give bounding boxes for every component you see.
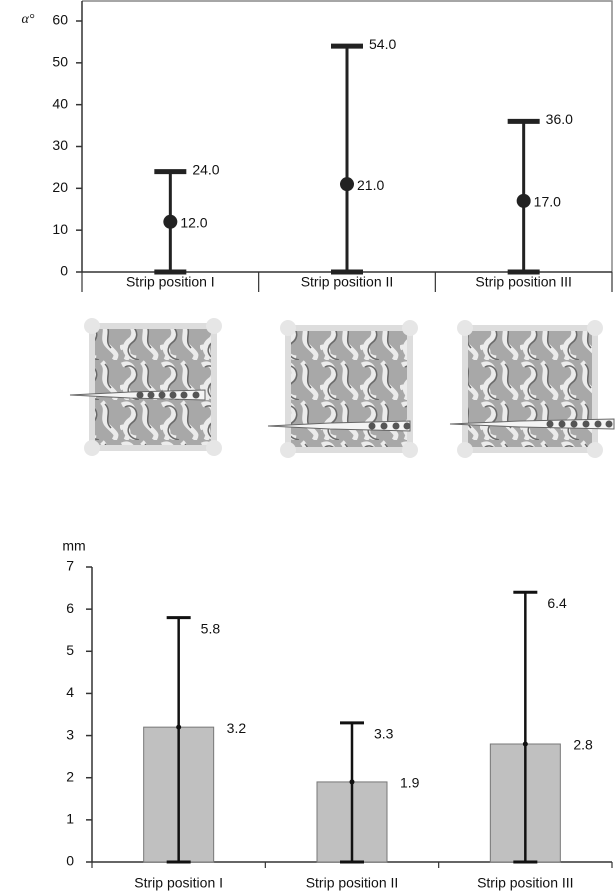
value-label: 21.0 (357, 177, 384, 193)
y-tick-label: 4 (66, 684, 74, 700)
mean-dot (340, 177, 354, 191)
value-label: 3.2 (227, 720, 247, 736)
mean-dot (523, 742, 528, 747)
y-tick-label: 2 (66, 768, 74, 784)
value-label: 1.9 (400, 775, 420, 791)
y-tick-label: 40 (52, 95, 68, 111)
brain-image (70, 318, 222, 456)
x-tick-label: Strip position I (126, 274, 215, 290)
y-tick-label: 20 (52, 179, 68, 195)
x-tick-label: Strip position II (306, 875, 399, 891)
brain-image (450, 320, 614, 458)
y-tick-label: 50 (52, 54, 68, 70)
x-tick-label: Strip position III (477, 875, 574, 891)
mean-dot (350, 779, 355, 784)
upper-label: 24.0 (192, 161, 219, 177)
brain-image (268, 320, 418, 458)
value-label: 12.0 (180, 215, 207, 231)
y-tick-label: 1 (66, 811, 74, 827)
mean-dot (163, 215, 177, 229)
y-tick-label: 0 (66, 853, 74, 869)
figure: α°0102030405060Strip position I24.012.0S… (0, 0, 616, 895)
mean-dot (517, 194, 531, 208)
upper-label: 6.4 (547, 595, 567, 611)
x-tick-label: Strip position III (475, 274, 572, 290)
y-tick-label: 10 (52, 221, 68, 237)
upper-label: 54.0 (369, 36, 396, 52)
y-tick-label: 30 (52, 137, 68, 153)
mean-dot (176, 725, 181, 730)
upper-label: 3.3 (374, 726, 394, 742)
y-tick-label: 3 (66, 726, 74, 742)
y-tick-label: 7 (66, 558, 74, 574)
y-axis-label: mm (62, 538, 85, 554)
y-tick-label: 6 (66, 600, 74, 616)
upper-label: 5.8 (201, 620, 221, 636)
x-tick-label: Strip position II (301, 274, 394, 290)
x-tick-label: Strip position I (134, 875, 223, 891)
value-label: 17.0 (534, 194, 561, 210)
y-tick-label: 5 (66, 642, 74, 658)
y-axis-label: α° (22, 12, 35, 27)
upper-label: 36.0 (546, 111, 573, 127)
value-label: 2.8 (573, 737, 593, 753)
y-tick-label: 60 (52, 12, 68, 28)
y-tick-label: 0 (60, 263, 68, 279)
